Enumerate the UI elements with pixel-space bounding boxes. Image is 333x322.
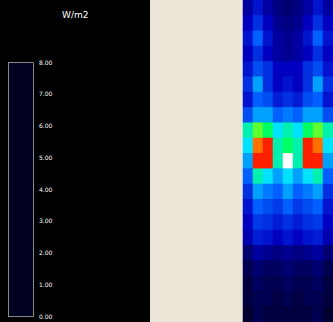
svg-text:6.00: 6.00 bbox=[39, 122, 53, 129]
svg-text:3.00: 3.00 bbox=[39, 217, 53, 224]
svg-text:7.00: 7.00 bbox=[39, 90, 53, 97]
svg-text:8.00: 8.00 bbox=[39, 59, 53, 66]
svg-text:5.00: 5.00 bbox=[39, 154, 53, 161]
svg-text:1.00: 1.00 bbox=[39, 281, 53, 288]
svg-text:W/m2: W/m2 bbox=[62, 10, 88, 20]
svg-text:0.00: 0.00 bbox=[39, 313, 53, 320]
svg-text:4.00: 4.00 bbox=[39, 186, 53, 193]
svg-text:2.00: 2.00 bbox=[39, 249, 53, 256]
